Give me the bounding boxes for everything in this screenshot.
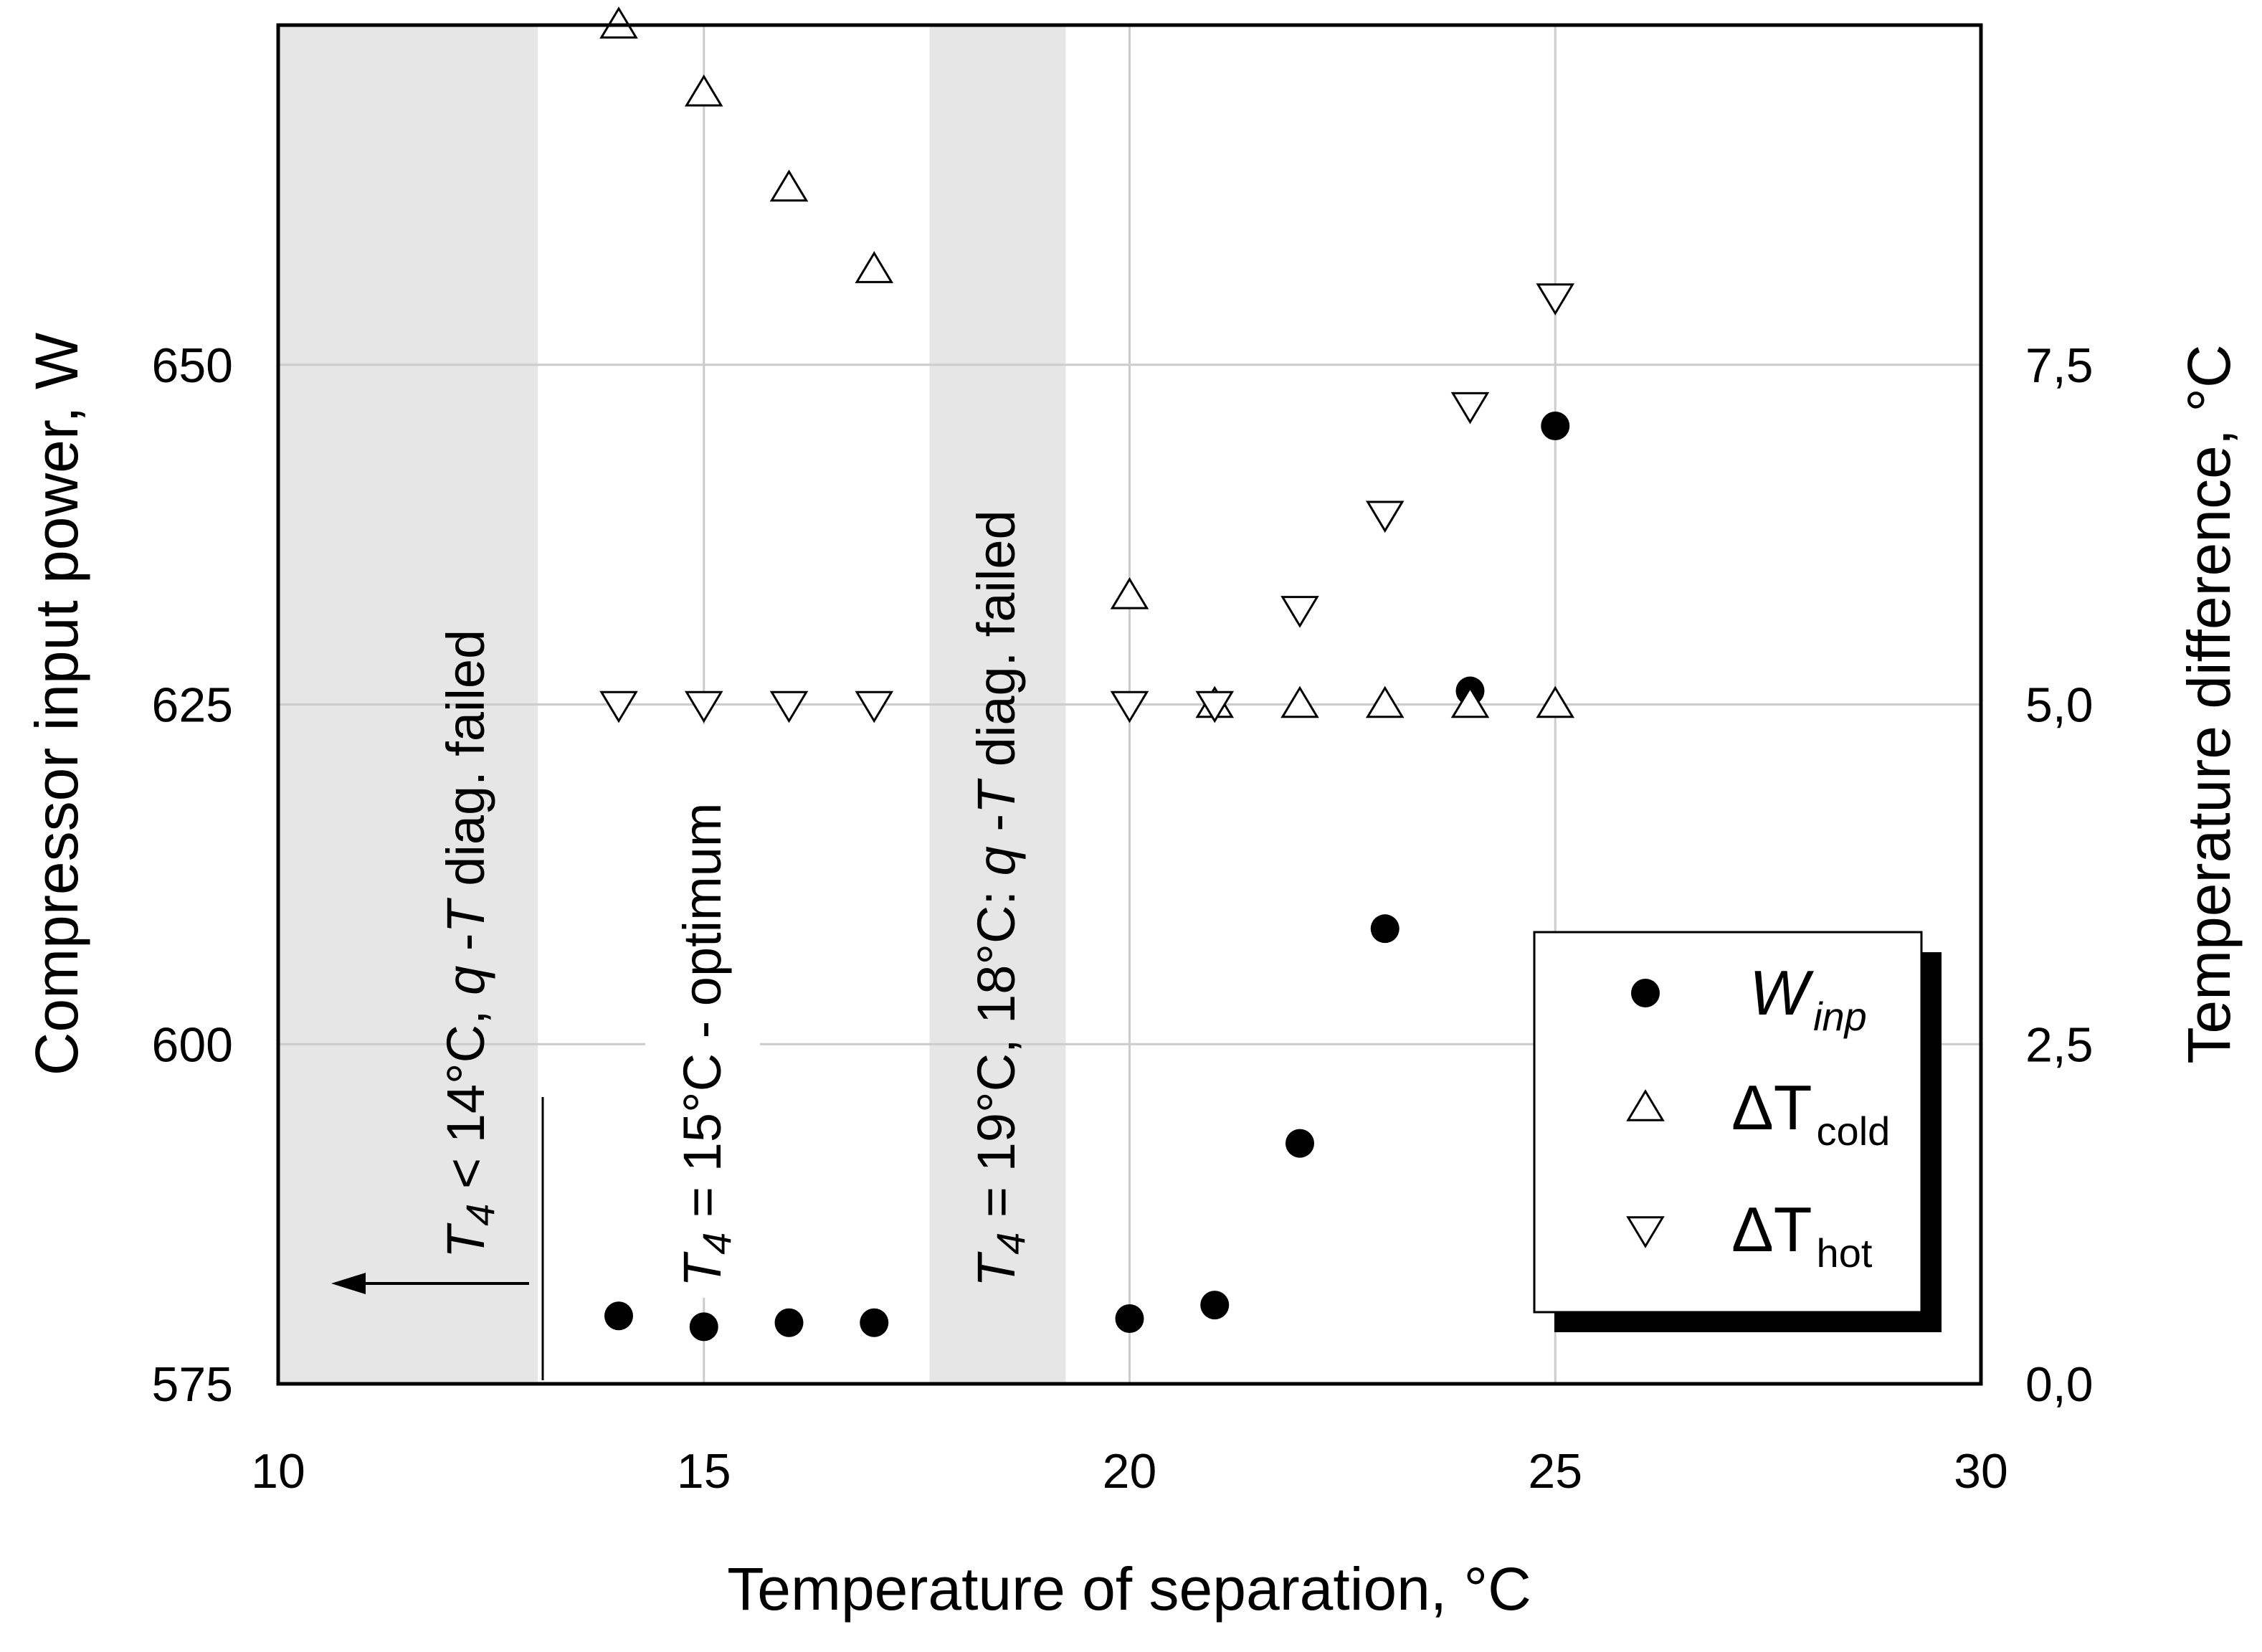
- point-winp-5: [1200, 1291, 1230, 1320]
- y-right-tick-label-7,5: 7,5: [2025, 338, 2094, 393]
- annotation-arrow-head: [331, 1273, 366, 1294]
- legend-label-dthot: ΔT hot: [1731, 1194, 1873, 1276]
- point-winp-2: [774, 1308, 804, 1337]
- point-dtcold-8: [1450, 685, 1490, 718]
- point-winp-1: [689, 1312, 718, 1342]
- point-dtcold-4: [1110, 576, 1149, 609]
- x-tick-label-20: 20: [1103, 1444, 1157, 1499]
- legend-marker-winp: [1631, 979, 1660, 1007]
- y-right-tick-label-5,0: 5,0: [2025, 678, 2094, 733]
- point-dthot-5: [1195, 690, 1235, 723]
- x-tick-label-10: 10: [251, 1444, 305, 1499]
- point-winp-3: [860, 1308, 889, 1337]
- point-dthot-0: [599, 690, 638, 723]
- point-dthot-3: [855, 690, 894, 723]
- point-dthot-1: [684, 690, 723, 723]
- point-winp-0: [604, 1301, 633, 1331]
- point-dthot-7: [1365, 500, 1405, 533]
- point-dtcold-3: [855, 251, 894, 283]
- plot-frame: [276, 23, 1983, 1386]
- y-left-tick-label-650: 650: [152, 338, 233, 393]
- y-left-tick-label-575: 575: [152, 1357, 233, 1412]
- point-dthot-8: [1450, 391, 1490, 424]
- x-tick-label-30: 30: [1954, 1444, 2008, 1499]
- x-tick-label-25: 25: [1528, 1444, 1582, 1499]
- point-winp-6: [1286, 1129, 1314, 1158]
- legend-marker-dthot: [1626, 1216, 1665, 1248]
- annotation-t4-19-18: T4 = 19°C, 18°C: q -T diag. failed: [966, 510, 1033, 1287]
- data-marks: [599, 6, 1575, 1342]
- y-right-tick-label-0,0: 0,0: [2025, 1357, 2094, 1412]
- point-dtcold-7: [1365, 685, 1405, 718]
- point-dthot-4: [1110, 690, 1149, 723]
- legend-box: [1533, 931, 1923, 1314]
- y-right-axis-label: Temperature difference, °C: [2175, 344, 2243, 1063]
- point-dthot-9: [1536, 283, 1575, 315]
- tick-labels: 10 15 20 25 30 575 600 625 650 0,0 2,5 5,0 7,5: [152, 338, 2094, 1499]
- point-winp-4: [1115, 1304, 1144, 1334]
- y-right-tick-label-2,5: 2,5: [2025, 1017, 2094, 1072]
- y-left-tick-label-625: 625: [152, 678, 233, 733]
- y-left-axis-label: Compressor input power, W: [23, 333, 90, 1076]
- annotation-optimum-bg: [645, 724, 760, 1298]
- y-left-tick-label-600: 600: [152, 1017, 233, 1072]
- point-winp-7: [1370, 914, 1400, 944]
- legend-marker-dtcold: [1626, 1089, 1665, 1121]
- point-dthot-6: [1280, 596, 1319, 628]
- x-axis-label: Temperature of separation, °C: [727, 1555, 1531, 1623]
- point-dtcold-1: [684, 74, 723, 107]
- annotation-optimum: T4 = 15°C - optimum: [673, 802, 739, 1287]
- point-dtcold-0: [599, 6, 638, 39]
- point-dtcold-6: [1280, 685, 1319, 718]
- annotation-t4-lt-14: T4 < 14°C, q -T diag. failed: [436, 630, 503, 1258]
- point-dtcold-2: [769, 169, 809, 202]
- x-tick-label-15: 15: [677, 1444, 731, 1499]
- point-winp-9: [1541, 412, 1570, 441]
- point-dthot-2: [769, 690, 809, 723]
- point-dtcold-9: [1536, 685, 1575, 718]
- legend-label-dtcold: ΔT cold: [1731, 1072, 1890, 1154]
